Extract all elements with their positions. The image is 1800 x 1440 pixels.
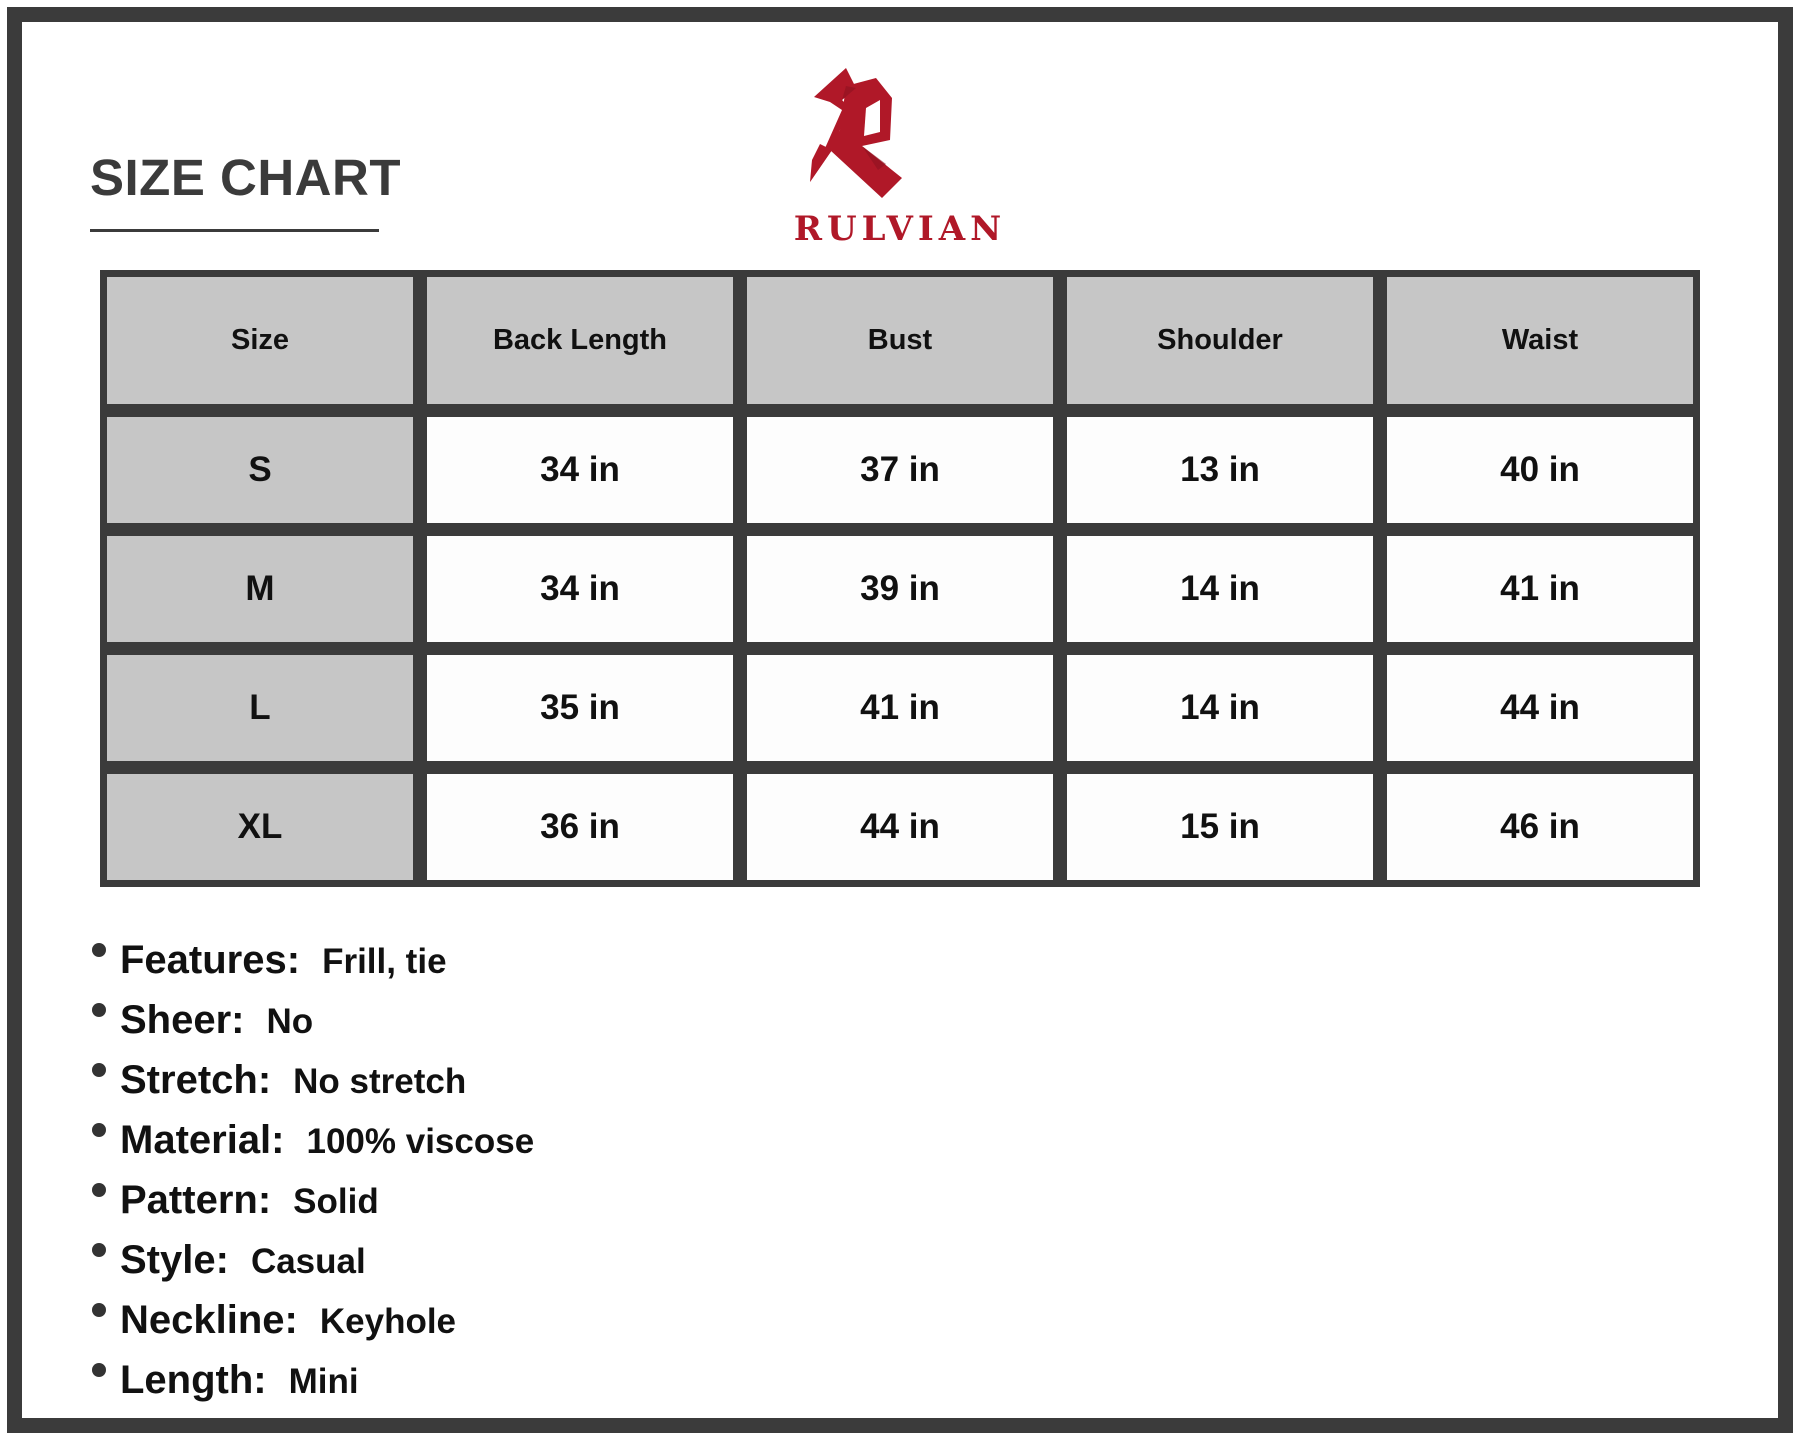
bullet-icon (92, 1123, 106, 1137)
size-cell: XL (107, 774, 413, 880)
waist-cell: 46 in (1387, 774, 1693, 880)
spec-stretch: Stretch: No stretch (92, 1058, 534, 1118)
spec-features: Features: Frill, tie (92, 938, 534, 998)
spec-sheer: Sheer: No (92, 998, 534, 1058)
bullet-icon (92, 1303, 106, 1317)
bullet-icon (92, 1063, 106, 1077)
title-underline (90, 229, 379, 232)
header-back-length: Back Length (427, 277, 733, 404)
size-cell: M (107, 536, 413, 642)
header-shoulder: Shoulder (1067, 277, 1373, 404)
page-title: SIZE CHART (90, 149, 401, 206)
bust-cell: 44 in (747, 774, 1053, 880)
waist-cell: 41 in (1387, 536, 1693, 642)
back-length-cell: 35 in (427, 655, 733, 761)
size-cell: L (107, 655, 413, 761)
bullet-icon (92, 1003, 106, 1017)
brand-name: RULVIAN (794, 209, 1007, 249)
waist-cell: 44 in (1387, 655, 1693, 761)
bust-cell: 37 in (747, 417, 1053, 523)
spec-length: Length: Mini (92, 1358, 534, 1418)
product-specs: Features: Frill, tie Sheer: No Stretch: No … (92, 938, 534, 1418)
page-frame (7, 7, 1793, 1433)
size-cell: S (107, 417, 413, 523)
bust-cell: 41 in (747, 655, 1053, 761)
size-table: Size Back Length Bust Shoulder Waist S 3… (100, 270, 1700, 887)
brand-logo: RULVIAN (794, 68, 1007, 249)
spec-material: Material: 100% viscose (92, 1118, 534, 1178)
shoulder-cell: 13 in (1067, 417, 1373, 523)
shoulder-cell: 14 in (1067, 655, 1373, 761)
header-waist: Waist (1387, 277, 1693, 404)
spec-pattern: Pattern: Solid (92, 1178, 534, 1238)
bust-cell: 39 in (747, 536, 1053, 642)
shoulder-cell: 14 in (1067, 536, 1373, 642)
back-length-cell: 34 in (427, 417, 733, 523)
header-size: Size (107, 277, 413, 404)
shoulder-cell: 15 in (1067, 774, 1373, 880)
waist-cell: 40 in (1387, 417, 1693, 523)
bullet-icon (92, 943, 106, 957)
spec-style: Style: Casual (92, 1238, 534, 1298)
bullet-icon (92, 1243, 106, 1257)
back-length-cell: 34 in (427, 536, 733, 642)
spec-neckline: Neckline: Keyhole (92, 1298, 534, 1358)
back-length-cell: 36 in (427, 774, 733, 880)
bullet-icon (92, 1363, 106, 1377)
header-bust: Bust (747, 277, 1053, 404)
bullet-icon (92, 1183, 106, 1197)
